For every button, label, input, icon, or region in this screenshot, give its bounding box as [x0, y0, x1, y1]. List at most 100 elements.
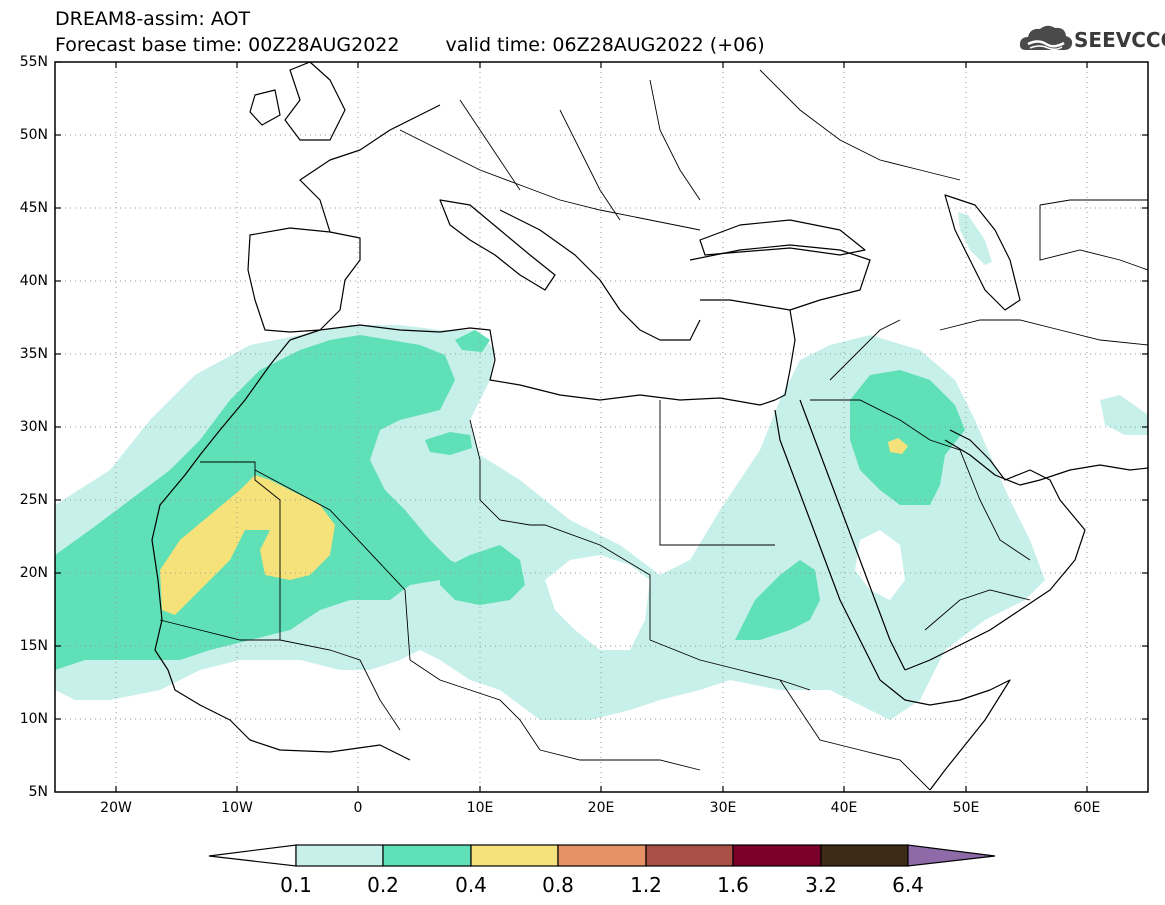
lat-label: 45N	[19, 200, 48, 216]
aot-band-0-2-tunisia	[455, 330, 490, 352]
lat-label: 40N	[19, 273, 48, 289]
red-sea-east	[799, 399, 906, 671]
lat-label: 15N	[19, 638, 48, 654]
north-africa-coast	[289, 324, 776, 406]
valid-time-text: valid time: 06Z28AUG2022 (+06)	[445, 34, 765, 56]
colorbar-swatch-7	[820, 844, 909, 867]
colorbar-label: 1.6	[717, 873, 749, 897]
borders	[159, 69, 1148, 791]
forecast-times: Forecast base time: 00Z28AUG2022 valid ti…	[55, 34, 765, 56]
border-egypt	[659, 400, 775, 546]
colorbar-swatch-2	[382, 844, 472, 867]
border-central-asia	[1039, 205, 1148, 271]
colorbar-label: 0.8	[542, 873, 574, 897]
border-saudi	[810, 399, 1031, 561]
colorbar-swatch-6	[732, 844, 822, 867]
lat-label: 35N	[19, 346, 48, 362]
colorbar-label: 0.1	[280, 873, 312, 897]
border-west-africa	[159, 619, 401, 731]
lon-label: 40E	[830, 800, 858, 816]
colorbar-swatch-4	[557, 844, 647, 867]
border-mauritania	[200, 461, 281, 640]
lat-label: 20N	[19, 565, 48, 581]
colorbar	[208, 844, 996, 867]
border-iraq-syria	[829, 319, 901, 381]
map-title: DREAM8-assim: AOT	[55, 8, 251, 30]
border-algeria-mali	[254, 469, 411, 661]
border-ethiopia	[779, 679, 931, 791]
border-europe-1	[399, 129, 701, 231]
lon-label: 10E	[466, 800, 494, 816]
colorbar-swatch-5	[645, 844, 734, 867]
aot-hole-chad	[545, 555, 650, 650]
lat-label: 5N	[28, 784, 48, 800]
lat-label: 50N	[19, 127, 48, 143]
aot-field	[55, 212, 1148, 720]
lat-label: 10N	[19, 711, 48, 727]
aot-band-0-2-sudan	[735, 560, 820, 640]
aot-band-0-4	[160, 475, 335, 615]
lon-label: 10W	[221, 800, 253, 816]
border-car	[539, 749, 701, 771]
west-africa-coast	[151, 339, 411, 761]
ticks	[55, 61, 1148, 792]
border-nigeria	[409, 659, 541, 751]
aot-band-0-2-libya	[425, 432, 472, 455]
colorbar-high-arrow	[907, 844, 996, 867]
colorbar-label: 0.4	[455, 873, 487, 897]
border-sudan	[649, 639, 811, 691]
border-kazakh	[1039, 199, 1148, 206]
aot-band-0-1-east	[1100, 395, 1148, 435]
persian-gulf	[944, 439, 1041, 486]
colorbar-swatch-3	[470, 844, 559, 867]
border-algeria-libya	[469, 419, 531, 526]
aot-band-0-1-caspian	[958, 212, 992, 265]
border-europe-2	[459, 99, 521, 191]
horn-coast	[879, 679, 1011, 791]
lat-label: 55N	[19, 54, 48, 70]
colorbar-label: 3.2	[805, 873, 837, 897]
turkey-coast	[689, 244, 871, 311]
aot-band-0-4-iraq	[888, 438, 908, 454]
colorbar-swatch-1	[295, 844, 384, 867]
border-iran	[939, 319, 1148, 346]
aot-hole-libya	[495, 378, 760, 560]
lon-label: 60E	[1073, 800, 1101, 816]
border-europe-4	[649, 79, 701, 201]
border-niger-chad	[530, 524, 651, 640]
levant-coast	[774, 309, 796, 401]
aot-band-0-2-mali	[440, 545, 525, 605]
graticule	[55, 62, 1148, 792]
lon-label: 30E	[709, 800, 737, 816]
aot-hole-arabia	[855, 530, 905, 600]
colorbar-low-arrow	[208, 844, 297, 867]
lon-label: 50E	[952, 800, 980, 816]
logo-text: SEEVCCC	[1074, 28, 1165, 52]
black-sea	[699, 219, 866, 256]
lat-label: 25N	[19, 492, 48, 508]
border-europe-3	[559, 109, 621, 221]
iran-coast	[1039, 464, 1148, 481]
balkans-coast	[499, 209, 701, 341]
colorbar-label: 6.4	[892, 873, 924, 897]
caspian-sea	[944, 194, 1021, 311]
border-russia	[759, 69, 961, 181]
arabia-coast	[904, 429, 1086, 671]
border-yemen	[924, 589, 1031, 631]
lon-label: 20W	[100, 800, 132, 816]
france-coast	[299, 104, 441, 233]
seevccc-logo: SEEVCCC	[1018, 22, 1165, 56]
cloud-icon	[1019, 25, 1073, 51]
colorbar-label: 1.2	[630, 873, 662, 897]
base-time-text: Forecast base time: 00Z28AUG2022	[55, 34, 400, 56]
lon-label: 20E	[587, 800, 615, 816]
lat-label: 30N	[19, 419, 48, 435]
aot-band-0-2-iraq	[850, 370, 965, 505]
colorbar-label: 0.2	[367, 873, 399, 897]
lon-label: 0	[353, 800, 363, 816]
red-sea-west	[774, 409, 881, 681]
coastlines	[151, 62, 1148, 791]
italy-coast	[439, 199, 556, 291]
ireland	[249, 89, 281, 126]
